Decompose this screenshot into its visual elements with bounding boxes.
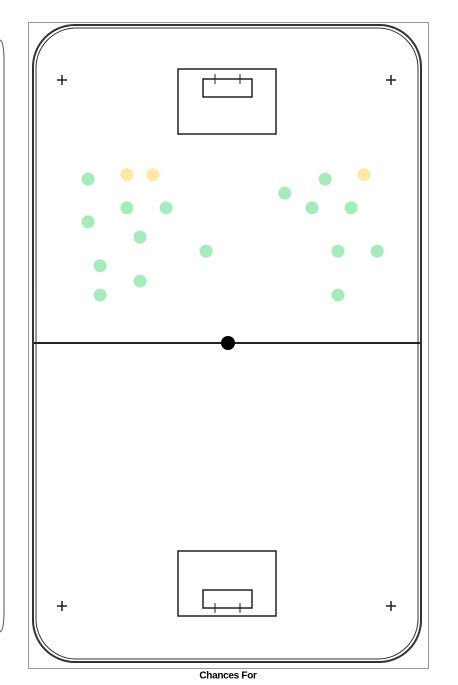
shot-dot [81, 172, 95, 186]
shot-dot [278, 186, 292, 200]
bottom-goal-posts [214, 603, 241, 613]
top-goal [202, 78, 253, 98]
side-panel-edge [0, 39, 5, 633]
shot-dot [357, 168, 371, 182]
shot-dot [331, 244, 345, 258]
shot-dot [318, 172, 332, 186]
shot-dot [159, 201, 173, 215]
bottom-box [177, 550, 277, 617]
bottom-goal [202, 589, 253, 609]
shot-dot [120, 201, 134, 215]
frame [28, 22, 429, 669]
top-box [177, 68, 277, 135]
chart-title: Chances For [199, 671, 257, 682]
shot-dot [93, 288, 107, 302]
shot-dot [305, 201, 319, 215]
shot-dot [93, 259, 107, 273]
shot-dot [133, 274, 147, 288]
shot-dot [81, 215, 95, 229]
shot-dot [331, 288, 345, 302]
shot-dot [120, 168, 134, 182]
shot-dot [146, 168, 160, 182]
center-spot [221, 336, 235, 350]
shot-dot [199, 244, 213, 258]
shot-dot [370, 244, 384, 258]
corner-marks [57, 75, 396, 611]
shot-dot [133, 230, 147, 244]
top-goal-posts [214, 74, 241, 84]
shot-dot [344, 201, 358, 215]
